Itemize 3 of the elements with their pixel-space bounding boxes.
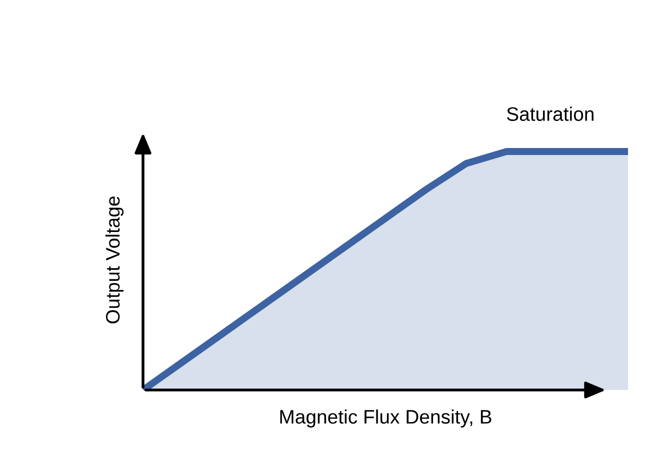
y-axis-title: Output Voltage	[105, 196, 124, 324]
x-axis-title: Magnetic Flux Density, B	[280, 409, 492, 428]
text: Saturation	[506, 106, 594, 121]
